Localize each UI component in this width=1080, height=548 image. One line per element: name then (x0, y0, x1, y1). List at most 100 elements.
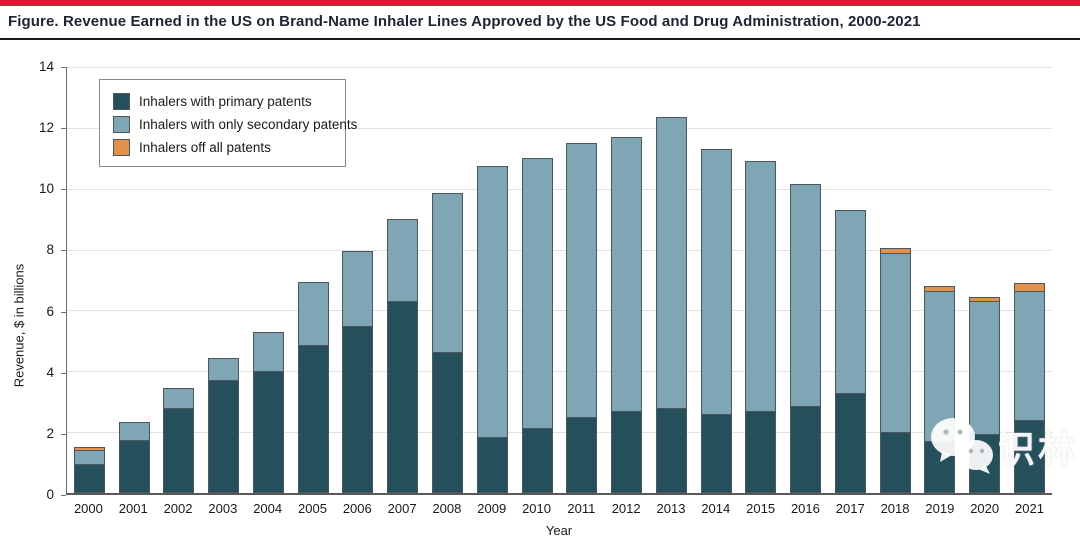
bar-segment (476, 436, 508, 493)
y-tick-label: 12 (38, 120, 54, 136)
gridline (67, 310, 1052, 312)
x-tick-label: 2001 (118, 501, 148, 516)
bar-2017 (834, 67, 866, 493)
bar-2003 (208, 67, 240, 493)
y-tick-mark (61, 250, 66, 252)
gridline (67, 371, 1052, 373)
bar-segment (521, 427, 553, 493)
legend-label: Inhalers off all patents (139, 140, 271, 155)
bar-segment (163, 388, 195, 408)
bar-segment (566, 416, 598, 493)
figure-title: Figure. Revenue Earned in the US on Bran… (8, 13, 921, 30)
bar-2005 (297, 67, 329, 493)
legend-label: Inhalers with primary patents (139, 94, 312, 109)
bar-2016 (790, 67, 822, 493)
bar-segment (790, 184, 822, 407)
bar-segment (1013, 290, 1045, 420)
x-tick-label: 2000 (73, 501, 103, 516)
bar-segment (118, 439, 150, 493)
bar-segment (163, 407, 195, 493)
x-tick-label: 2013 (656, 501, 686, 516)
bar-2008 (432, 67, 463, 493)
x-tick-label: 2004 (253, 501, 283, 516)
bar-segment (297, 281, 329, 346)
bar-segment (655, 117, 687, 408)
chart-legend: Inhalers with primary patents Inhalers w… (99, 79, 357, 167)
bar-2007 (387, 67, 419, 493)
bar-segment (476, 165, 508, 437)
bar-segment (924, 290, 956, 442)
bar-2014 (700, 67, 732, 493)
gridline (67, 188, 1052, 190)
bar-segment (118, 421, 150, 440)
bar-segment (297, 345, 329, 493)
bar-segment (387, 301, 419, 493)
x-tick-label: 2012 (611, 501, 641, 516)
bar-segment (432, 193, 463, 352)
bar-2010 (521, 67, 553, 493)
bar-segment (969, 296, 1001, 302)
legend-label: Inhalers with only secondary patents (139, 117, 358, 132)
bar-segment (1013, 419, 1045, 493)
bar-segment (611, 137, 643, 411)
y-tick-mark (61, 189, 66, 191)
x-tick-label: 2014 (701, 501, 731, 516)
x-tick-label: 2011 (567, 501, 596, 516)
bar-2000 (73, 67, 105, 493)
top-accent-bar (0, 0, 1080, 6)
bar-segment (252, 371, 284, 493)
x-tick-label: 2008 (432, 501, 462, 516)
bar-segment (73, 450, 105, 465)
bar-2004 (252, 67, 284, 493)
bar-2021 (1013, 67, 1045, 493)
x-tick-label: 2005 (298, 501, 327, 516)
bar-2018 (879, 67, 911, 493)
y-tick-mark (61, 495, 66, 496)
y-tick-label: 8 (46, 242, 54, 258)
bar-segment (1013, 283, 1045, 291)
y-tick-mark (61, 372, 66, 374)
gridline (67, 432, 1052, 434)
bar-segment (969, 301, 1001, 434)
bar-2015 (745, 67, 777, 493)
bar-segment (342, 251, 374, 326)
bar-2001 (118, 67, 150, 493)
primary-patents-swatch-icon (113, 93, 130, 110)
bar-segment (969, 433, 1001, 493)
x-tick-label: 2015 (746, 501, 776, 516)
bar-2011 (566, 67, 598, 493)
y-tick-label: 14 (38, 59, 54, 74)
bar-segment (879, 248, 911, 253)
y-axis-title: Revenue, $ in billions (11, 263, 27, 388)
bar-segment (834, 392, 866, 493)
x-tick-label: 2006 (342, 501, 372, 516)
y-tick-mark (61, 311, 66, 313)
bar-segment (73, 464, 105, 493)
bar-2020 (969, 67, 1001, 493)
bar-segment (387, 219, 419, 302)
x-tick-label: 2017 (835, 501, 865, 516)
bar-segment (745, 161, 777, 411)
bar-segment (252, 331, 284, 372)
bar-segment (432, 351, 463, 493)
bar-segment (879, 252, 911, 433)
bars-container (67, 67, 1052, 493)
bar-segment (611, 410, 643, 493)
bar-segment (924, 441, 956, 493)
bar-2012 (611, 67, 643, 493)
bar-segment (655, 407, 687, 493)
bar-segment (342, 325, 374, 493)
y-tick-mark (61, 67, 66, 68)
x-tick-label: 2018 (880, 501, 910, 516)
y-tick-mark (61, 433, 66, 435)
x-tick-label: 2002 (163, 501, 193, 516)
x-tick-label: 2016 (790, 501, 820, 516)
gridline (67, 249, 1052, 251)
secondary-patents-swatch-icon (113, 116, 130, 133)
bar-segment (924, 286, 956, 291)
y-tick-label: 10 (38, 181, 54, 197)
bar-segment (700, 149, 732, 414)
y-tick-label: 6 (46, 303, 54, 319)
y-tick-label: 4 (46, 364, 54, 380)
bar-segment (73, 447, 105, 451)
